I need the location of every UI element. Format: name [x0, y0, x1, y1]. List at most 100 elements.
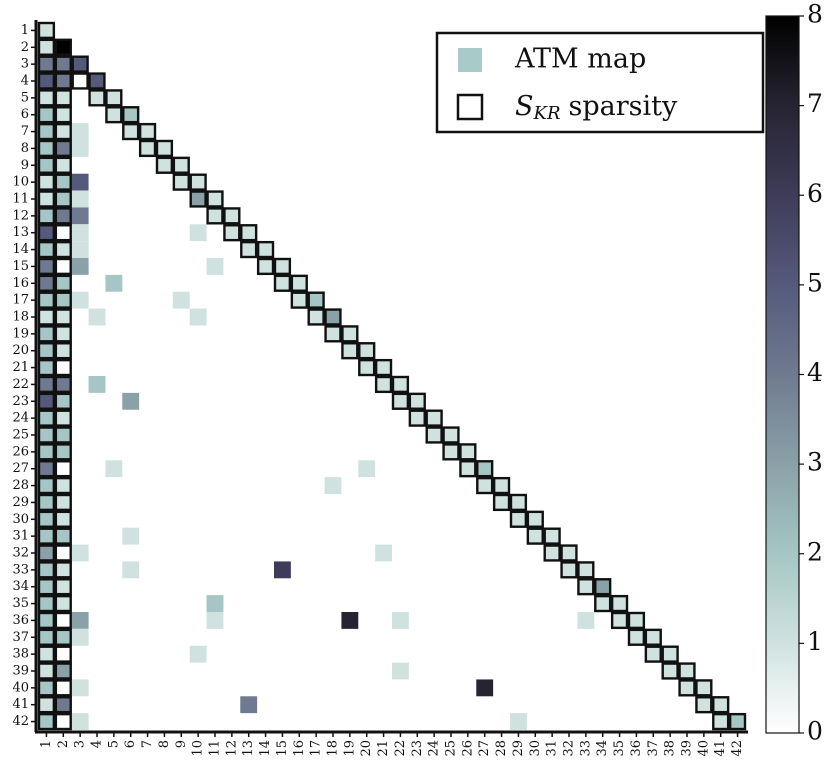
sparsity-box: [442, 426, 460, 444]
sparsity-box: [54, 712, 72, 731]
cell: [38, 612, 55, 629]
sparsity-box: [122, 122, 140, 141]
cell: [139, 123, 156, 140]
sparsity-box: [37, 72, 56, 90]
y-tick-label: 21: [12, 360, 29, 375]
y-tick-label: 16: [12, 276, 29, 291]
sparsity-box: [374, 375, 393, 394]
y-tick-label: 4: [21, 74, 29, 89]
sparsity-box: [526, 510, 544, 528]
sparsity-box: [425, 409, 443, 427]
cell: [476, 679, 494, 697]
y-tick-label: 10: [12, 175, 29, 190]
x-tick-label: 42: [730, 740, 745, 757]
cell: [560, 561, 578, 579]
y-tick-label: 28: [12, 478, 29, 493]
cell: [54, 325, 72, 343]
sparsity-box: [476, 476, 494, 495]
sparsity-box: [206, 190, 224, 208]
cell: [392, 392, 409, 410]
sparsity-box: [88, 72, 106, 90]
sparsity-box: [594, 578, 612, 596]
sparsity-box: [54, 308, 72, 326]
x-tick-label: 21: [376, 740, 391, 757]
legend: ATM map SKR sparsity: [435, 31, 765, 134]
cell: [408, 409, 426, 427]
sparsity-box: [37, 662, 56, 680]
sparsity-box: [223, 224, 241, 242]
cells: [38, 22, 746, 730]
cell: [290, 274, 308, 292]
cell: [38, 258, 55, 275]
x-tick-label: 28: [494, 740, 509, 757]
cell: [54, 527, 72, 545]
sparsity-box: [290, 291, 308, 309]
sparsity-box: [661, 645, 679, 663]
sparsity-box: [54, 409, 72, 427]
sparsity-box: [71, 72, 89, 90]
cell: [156, 140, 173, 157]
x-tick-label: 15: [275, 740, 290, 757]
cell: [223, 224, 241, 242]
cell: [122, 123, 140, 140]
x-tick-label: 23: [410, 740, 425, 757]
cell: [526, 527, 544, 545]
sparsity-box: [37, 594, 56, 613]
cell: [189, 308, 207, 326]
cell: [54, 72, 72, 90]
cell: [38, 494, 55, 511]
sparsity-box: [54, 139, 72, 158]
cell: [54, 595, 72, 612]
cell: [122, 392, 140, 410]
x-tick-label: 33: [578, 740, 593, 757]
cell: [71, 544, 89, 562]
sparsity-box: [105, 106, 123, 124]
cell: [38, 713, 55, 730]
sparsity-box: [273, 274, 292, 292]
y-tick-label: 31: [12, 529, 29, 544]
x-tick-label: 18: [326, 740, 341, 757]
y-tick-label: 42: [12, 714, 29, 729]
cell: [54, 662, 72, 680]
cell: [38, 443, 55, 461]
cell: [38, 72, 55, 90]
x-tick-label: 12: [224, 740, 239, 757]
sparsity-box: [37, 679, 56, 697]
cell: [38, 662, 55, 680]
cell: [644, 645, 662, 663]
sparsity-box: [37, 190, 56, 208]
cell: [71, 207, 89, 225]
cell: [54, 291, 72, 309]
cell: [122, 527, 140, 545]
cell: [54, 443, 72, 461]
sparsity-box: [37, 358, 56, 377]
x-tick-label: 8: [157, 740, 172, 748]
legend-symbol: S: [515, 91, 534, 122]
sparsity-box: [37, 291, 56, 309]
sparsity-box: [661, 662, 679, 680]
cell: [375, 359, 392, 376]
y-tick-label: 32: [12, 546, 29, 561]
sparsity-box: [37, 55, 56, 73]
colorbar-tick-label: 8: [807, 0, 823, 29]
cell: [206, 612, 224, 629]
sparsity-box: [54, 460, 72, 478]
cell: [324, 308, 342, 326]
sparsity-box: [54, 679, 72, 697]
y-tick-label: 27: [12, 461, 29, 476]
cell: [71, 713, 89, 730]
cell: [223, 207, 241, 225]
cell: [38, 696, 55, 714]
y-tick-label: 36: [12, 613, 29, 628]
sparsity-box: [728, 712, 747, 731]
cell: [695, 696, 713, 714]
cell: [206, 258, 224, 275]
sparsity-box: [256, 240, 275, 259]
cell: [341, 342, 359, 360]
sparsity-box: [577, 561, 595, 579]
sparsity-box: [695, 679, 713, 697]
cell: [375, 376, 392, 393]
sparsity-box: [223, 207, 241, 225]
cell: [358, 460, 376, 478]
axes: 1234567891011121314151617181920212223242…: [12, 20, 748, 757]
